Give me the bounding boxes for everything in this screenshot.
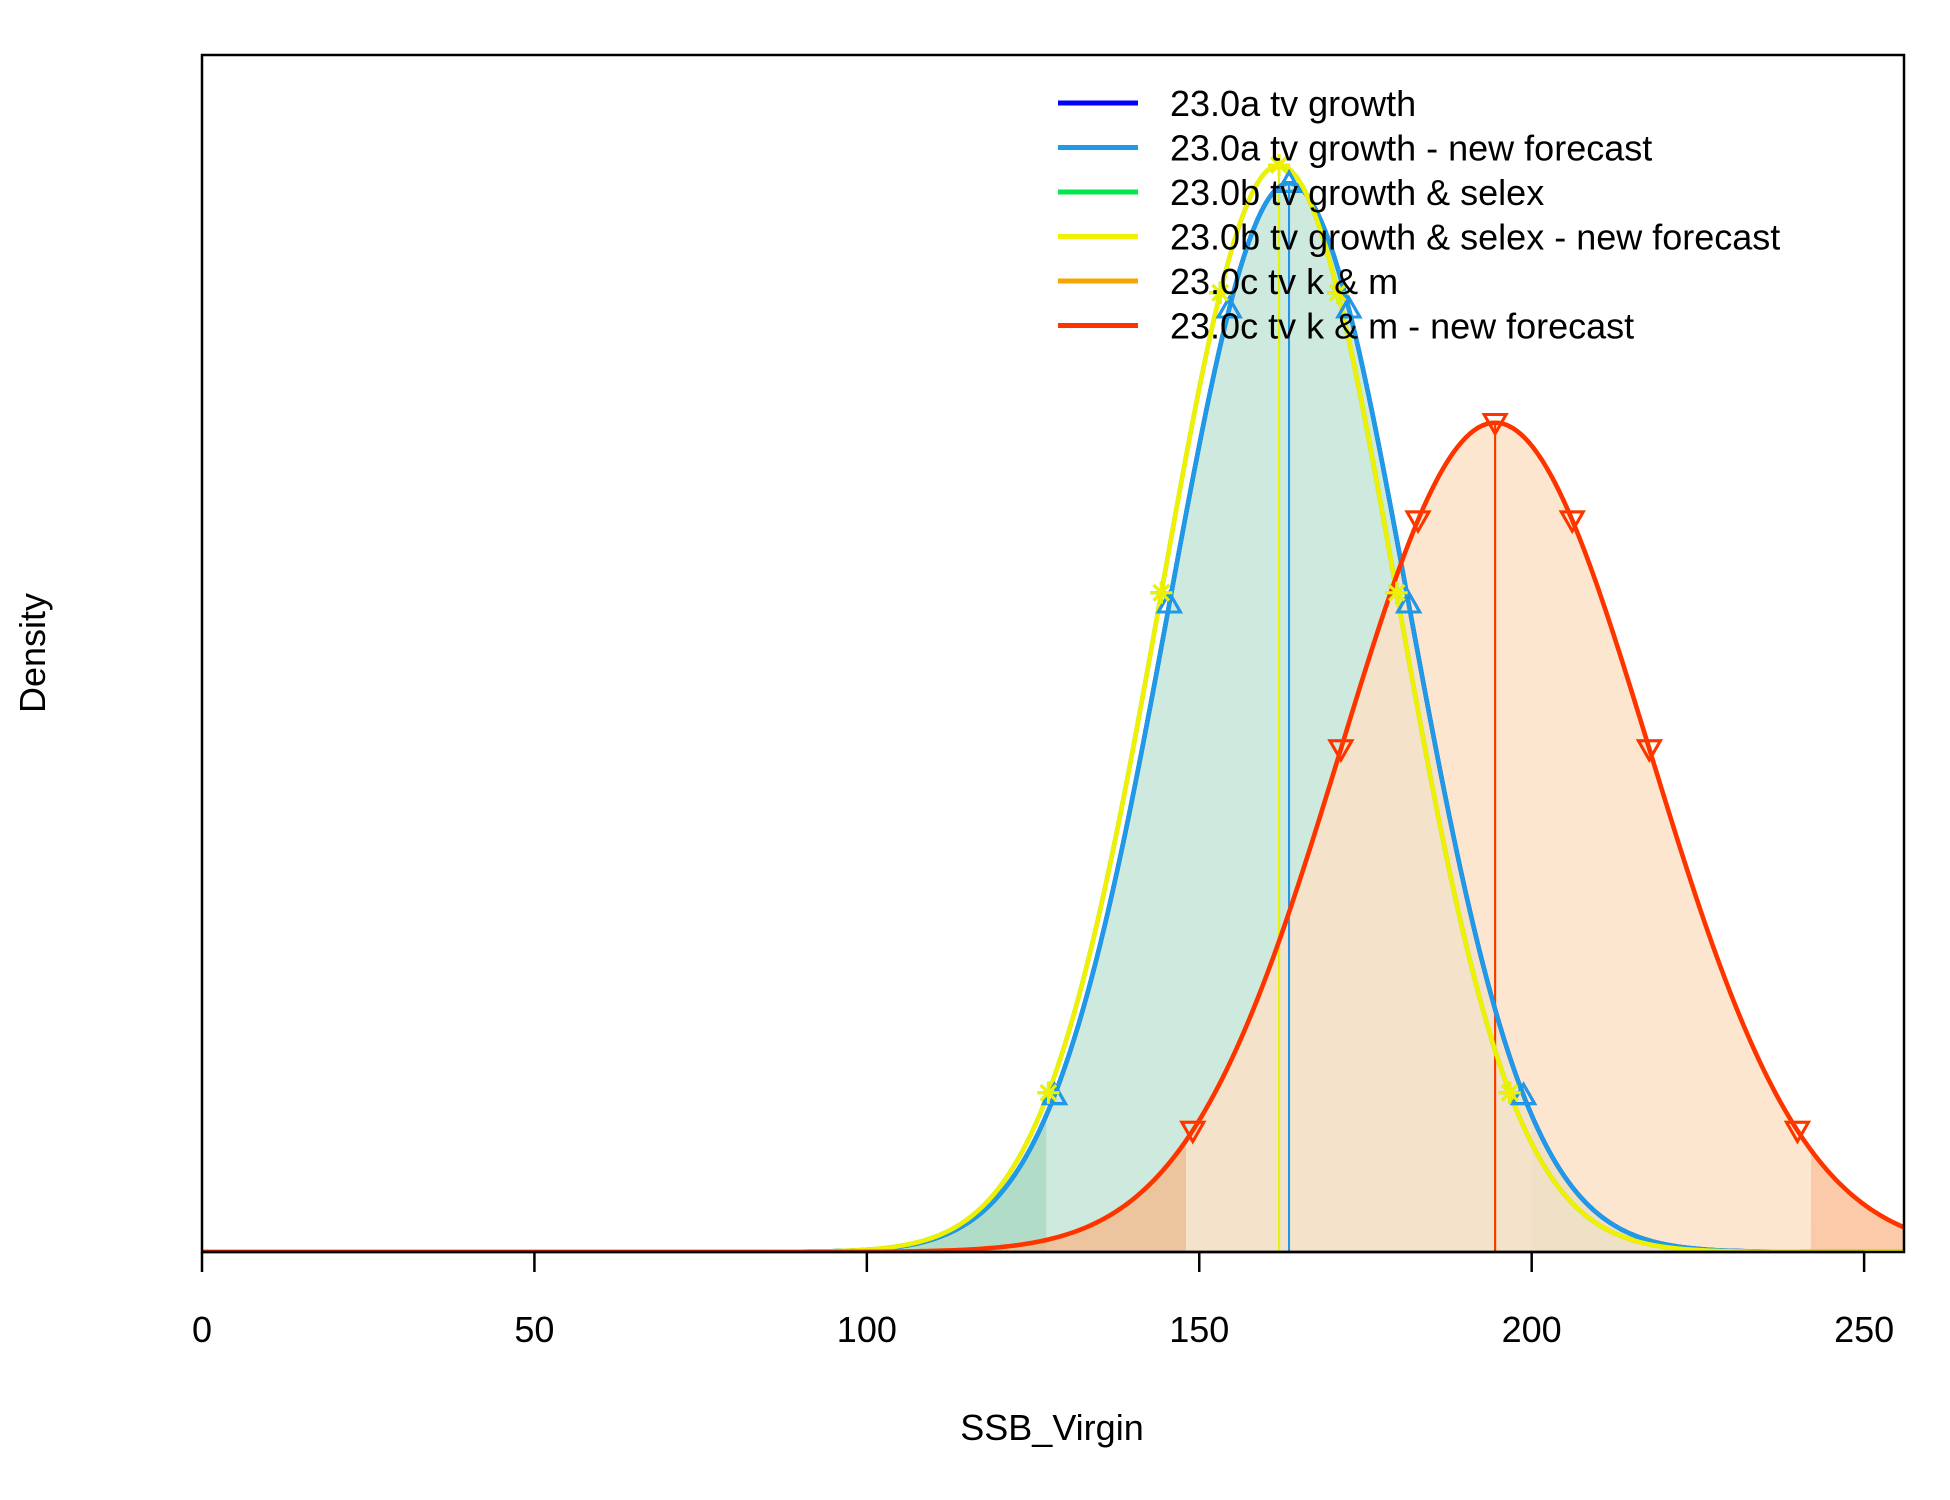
legend-label-4: 23.0c tv k & m [1170,261,1398,302]
marker-5-6 [1783,1120,1812,1145]
legend-label-3: 23.0b tv growth & selex - new forecast [1170,217,1780,258]
x-tick-label-4: 200 [1502,1309,1562,1350]
tail-fill-left-0 [202,1115,1047,1252]
legend-label-2: 23.0b tv growth & selex [1170,172,1544,213]
marker-3-2 [1209,281,1232,304]
legend-label-1: 23.0a tv growth - new forecast [1170,128,1652,169]
marker-3-5 [1385,581,1408,604]
ci-fill-1 [1185,422,1811,1252]
density-markers [1037,154,1812,1145]
x-tick-label-5: 250 [1834,1309,1894,1350]
x-tick-label-2: 100 [837,1309,897,1350]
marker-5-4 [1558,510,1586,535]
tail-fill-left-1 [202,1140,1186,1252]
y-axis-title: Density [12,593,53,713]
marker-5-1 [1327,739,1355,764]
marker-3-1 [1150,581,1173,604]
x-axis: 0 50 100 150 200 250 [192,1250,1894,1350]
legend-label-0: 23.0a tv growth [1170,83,1416,124]
x-tick-label-1: 50 [514,1309,554,1350]
density-curve-5 [202,420,1904,1252]
marker-1-1 [1155,589,1183,614]
marker-5-5 [1635,739,1663,764]
marker-3-0 [1037,1081,1060,1104]
marker-3-3 [1268,154,1291,176]
marker-1-3 [1275,169,1303,193]
density-curve-3 [202,162,1904,1252]
x-axis-title: SSB_Virgin [960,1407,1143,1448]
marker-1-4 [1335,294,1363,319]
marker-3-4 [1326,281,1349,304]
marker-1-5 [1395,589,1423,614]
x-tick-label-3: 150 [1169,1309,1229,1350]
marker-5-3 [1481,412,1509,437]
legend-label-5: 23.0c tv k & m - new forecast [1170,306,1634,347]
marker-3-6 [1498,1081,1521,1104]
x-tick-label-0: 0 [192,1309,212,1350]
marker-5-2 [1404,510,1432,535]
marker-1-2 [1215,294,1243,319]
marker-5-0 [1179,1120,1207,1145]
